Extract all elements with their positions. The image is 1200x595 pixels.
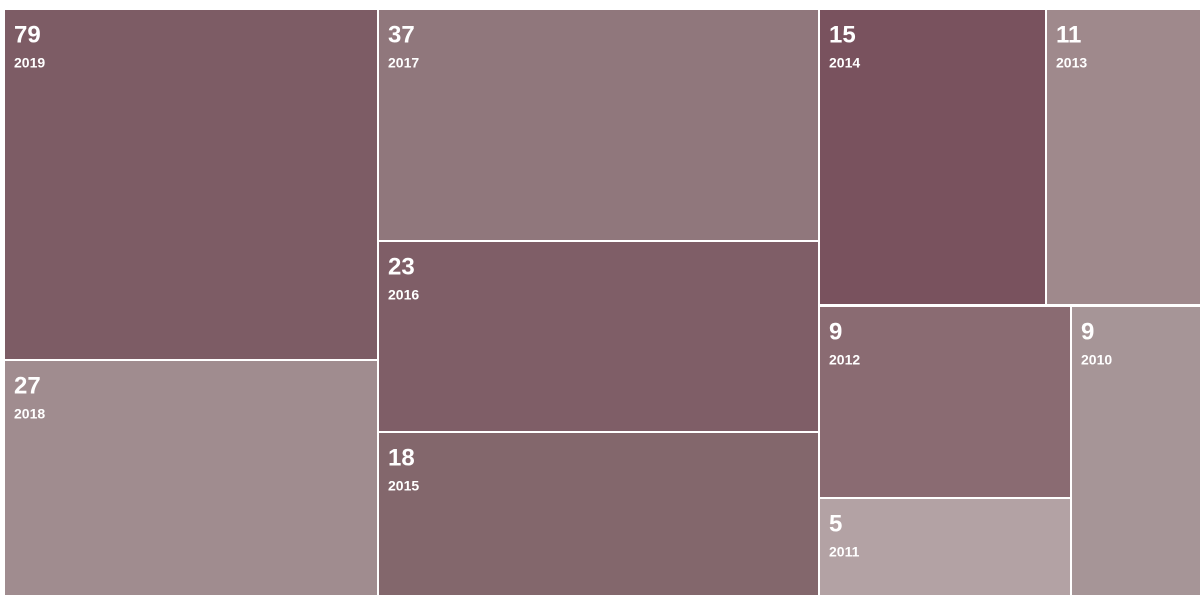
tile (1072, 307, 1200, 595)
tile (820, 499, 1070, 595)
tile-label: 2016 (388, 287, 419, 303)
tile (5, 361, 377, 595)
tile-label: 2017 (388, 55, 419, 71)
tile-value: 27 (14, 372, 41, 399)
tile-value: 5 (829, 510, 842, 537)
tile (820, 10, 1045, 304)
tile-value: 23 (388, 253, 415, 280)
tile-label: 2015 (388, 478, 419, 494)
tile-label: 2010 (1081, 352, 1112, 368)
tile-label: 2014 (829, 55, 860, 71)
tile-value: 11 (1056, 21, 1081, 48)
tile-value: 9 (829, 318, 842, 345)
tile-label: 2012 (829, 352, 860, 368)
tile-label: 2018 (14, 406, 45, 422)
tile (379, 242, 818, 431)
tile (5, 10, 377, 359)
tile (379, 10, 818, 240)
tile-label: 2019 (14, 55, 45, 71)
tile (820, 307, 1070, 497)
tile (1047, 10, 1200, 304)
tile-value: 79 (14, 21, 41, 48)
tile-label: 2013 (1056, 55, 1087, 71)
tile-value: 37 (388, 21, 415, 48)
tile-label: 2011 (829, 544, 860, 560)
tile-value: 15 (829, 21, 856, 48)
tile (379, 433, 818, 595)
tile-value: 18 (388, 444, 415, 471)
tile-value: 9 (1081, 318, 1094, 345)
